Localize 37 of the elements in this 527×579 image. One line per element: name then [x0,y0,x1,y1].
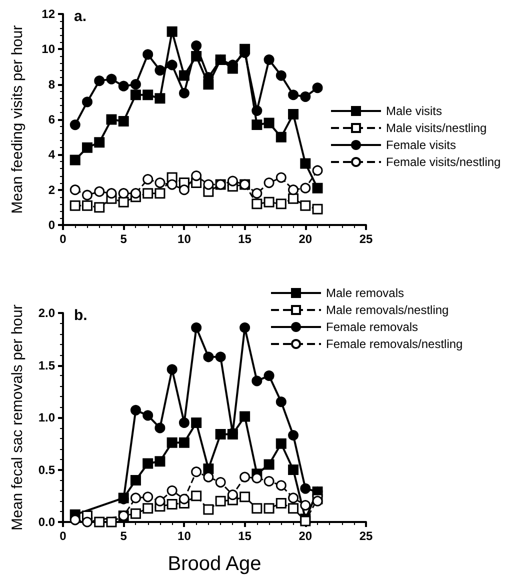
legend-label: Male visits [386,104,442,118]
x-tick-label: 10 [178,232,192,246]
y-tick-label: 10 [42,42,56,56]
y-tick-label: 2.0 [38,306,56,320]
legend-label: Male visits/nestling [386,121,487,135]
y-tick-label: 12 [42,7,56,21]
x-tick-label: 0 [60,232,67,246]
x-tick-label: 20 [298,529,312,543]
x-tick-label: 25 [359,232,373,246]
chart-title: a. [74,8,87,25]
x-tick-label: 0 [60,529,67,543]
legend-label: Female visits/nestling [386,155,501,169]
x-tick-label: 5 [120,529,128,543]
y-axis-title: Mean fecal sac removals per hour [9,304,26,530]
x-axis-title: Brood Age [168,553,262,575]
legend-label: Female removals/nestling [326,337,463,351]
y-tick-label: 4 [48,148,56,162]
legend-label: Male removals [326,286,404,300]
y-axis-title: Mean feeding visits per hour [9,25,26,214]
x-tick-label: 5 [120,232,128,246]
y-tick-label: 1.5 [38,358,56,372]
y-tick-label: 0.5 [38,462,56,477]
y-tick-label: 1.0 [38,410,56,424]
y-tick-label: 8 [48,77,56,92]
chart-title: b. [74,307,88,324]
legend-label: Male removals/nestling [326,303,449,317]
x-tick-label: 15 [238,529,252,543]
x-tick-label: 25 [359,529,373,543]
y-tick-label: 0 [48,218,56,232]
y-tick-label: 6 [48,112,56,126]
legend-label: Female removals [326,320,418,334]
x-tick-label: 20 [298,232,312,246]
y-tick-label: 0.0 [38,515,56,529]
x-tick-label: 10 [178,529,192,543]
x-tick-label: 15 [238,232,252,246]
y-tick-label: 2 [48,182,56,197]
legend-label: Female visits [386,138,456,152]
